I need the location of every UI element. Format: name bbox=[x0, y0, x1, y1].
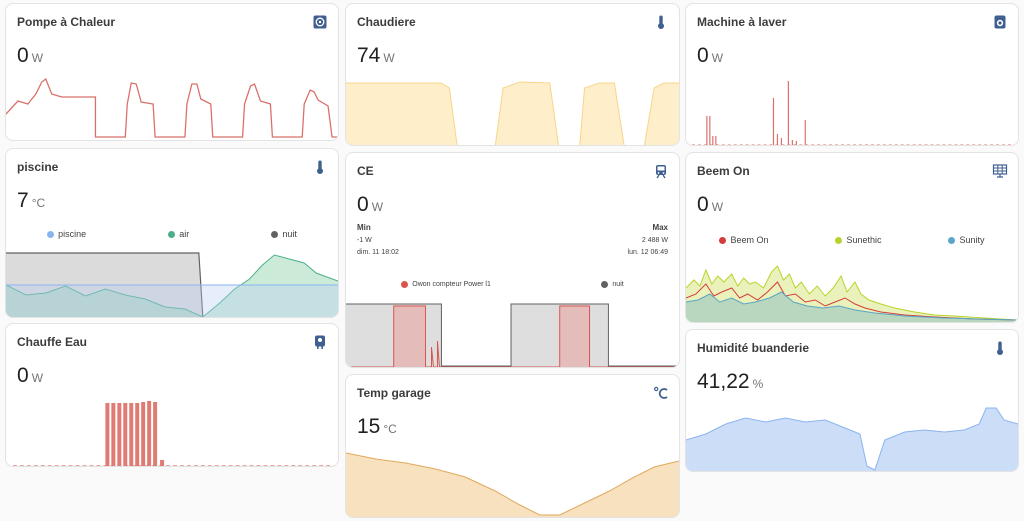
history-graph bbox=[686, 258, 1018, 322]
value-number: 41,22 bbox=[697, 370, 750, 393]
value-unit: W bbox=[31, 51, 44, 65]
min-value: -1 W bbox=[357, 237, 372, 244]
legend-item[interactable]: Owon compteur Power l1 bbox=[401, 281, 491, 288]
value-unit: W bbox=[371, 200, 384, 214]
max-date: lun. 12 06:49 bbox=[627, 249, 668, 256]
history-graph bbox=[6, 74, 338, 140]
water-boiler-icon[interactable] bbox=[312, 334, 328, 350]
value-number: 0 bbox=[17, 44, 29, 67]
value-unit: °C bbox=[31, 196, 46, 210]
legend-item[interactable]: Sunity bbox=[948, 235, 985, 245]
washing-machine-icon[interactable] bbox=[992, 14, 1008, 30]
value-number: 0 bbox=[357, 193, 369, 216]
legend-item[interactable]: nuit bbox=[271, 229, 297, 239]
legend-label: piscine bbox=[58, 229, 87, 239]
history-graph bbox=[346, 299, 679, 367]
state-value: 0 W bbox=[697, 44, 723, 68]
card-chaudiere[interactable]: Chaudiere 74 W bbox=[345, 3, 680, 146]
state-value: 0 W bbox=[17, 364, 43, 388]
state-value: 15 °C bbox=[357, 415, 397, 439]
card-title: Temp garage bbox=[357, 386, 431, 400]
legend-label: Owon compteur Power l1 bbox=[412, 281, 491, 288]
history-graph bbox=[686, 78, 1018, 145]
card-temp-garage[interactable]: Temp garage 15 °C bbox=[345, 374, 680, 518]
state-value: 0 W bbox=[697, 193, 723, 217]
value-unit: °C bbox=[383, 422, 397, 436]
value-unit: W bbox=[31, 371, 44, 385]
chart-legend: Beem On Sunethic Sunity bbox=[686, 235, 1018, 245]
history-graph bbox=[346, 449, 679, 517]
legend-label: nuit bbox=[282, 229, 297, 239]
legend-label: Sunity bbox=[959, 235, 985, 245]
tram-icon[interactable] bbox=[653, 163, 669, 179]
value-number: 74 bbox=[357, 44, 381, 67]
state-value: 0 W bbox=[17, 44, 43, 68]
card-title: Humidité buanderie bbox=[697, 341, 810, 355]
max-label: Max bbox=[652, 223, 668, 232]
value-number: 0 bbox=[697, 193, 709, 216]
legend-label: nuit bbox=[612, 281, 624, 288]
state-value: 7 °C bbox=[17, 189, 45, 213]
min-label: Min bbox=[357, 223, 371, 232]
heat-pump-icon[interactable] bbox=[312, 14, 328, 30]
value-number: 15 bbox=[357, 415, 381, 438]
card-title: Chaudiere bbox=[357, 15, 416, 29]
card-title: Machine à laver bbox=[697, 15, 787, 29]
legend-item[interactable]: nuit bbox=[601, 281, 624, 288]
celsius-icon[interactable] bbox=[653, 385, 669, 401]
chart-legend: piscine air nuit bbox=[6, 229, 338, 239]
history-graph bbox=[346, 80, 679, 145]
legend-item[interactable]: piscine bbox=[47, 229, 86, 239]
legend-label: air bbox=[179, 229, 190, 239]
thermometer-icon[interactable] bbox=[653, 14, 669, 30]
state-value: 41,22 % bbox=[697, 370, 763, 394]
state-value: 0 W bbox=[357, 193, 383, 217]
history-graph bbox=[6, 251, 338, 317]
legend-label: Beem On bbox=[730, 235, 769, 245]
card-humidite-buanderie[interactable]: Humidité buanderie 41,22 % bbox=[685, 329, 1019, 472]
card-title: piscine bbox=[17, 160, 59, 174]
card-piscine[interactable]: piscine 7 °C piscine air nuit bbox=[5, 148, 339, 318]
value-unit: % bbox=[752, 377, 764, 391]
card-ce[interactable]: CE 0 W Min -1 W dim. 11 18:02 Max 2 488 … bbox=[345, 152, 680, 368]
value-unit: W bbox=[711, 200, 724, 214]
card-beem-on[interactable]: Beem On 0 W Beem On Sunethic Sunity bbox=[685, 152, 1019, 323]
history-graph bbox=[6, 398, 338, 466]
thermometer-icon[interactable] bbox=[992, 340, 1008, 356]
value-number: 7 bbox=[17, 189, 29, 212]
card-pompe-a-chaleur[interactable]: Pompe à Chaleur 0 W bbox=[5, 3, 339, 141]
card-machine-a-laver[interactable]: Machine à laver 0 W bbox=[685, 3, 1019, 146]
card-title: Chauffe Eau bbox=[17, 335, 88, 349]
legend-item[interactable]: Sunethic bbox=[835, 235, 882, 245]
card-title: Beem On bbox=[697, 164, 750, 178]
stats-min: Min -1 W dim. 11 18:02 bbox=[357, 223, 399, 256]
card-title: CE bbox=[357, 164, 374, 178]
legend-label: Sunethic bbox=[846, 235, 882, 245]
chart-legend: Owon compteur Power l1 nuit bbox=[346, 281, 679, 288]
value-unit: W bbox=[711, 51, 724, 65]
value-number: 0 bbox=[697, 44, 709, 67]
value-number: 0 bbox=[17, 364, 29, 387]
solar-panel-icon[interactable] bbox=[992, 163, 1008, 179]
legend-item[interactable]: Beem On bbox=[719, 235, 769, 245]
legend-item[interactable]: air bbox=[168, 229, 189, 239]
history-graph bbox=[686, 404, 1018, 471]
card-title: Pompe à Chaleur bbox=[17, 15, 116, 29]
min-date: dim. 11 18:02 bbox=[357, 249, 399, 256]
card-chauffe-eau[interactable]: Chauffe Eau 0 W bbox=[5, 323, 339, 467]
thermometer-icon[interactable] bbox=[312, 159, 328, 175]
state-value: 74 W bbox=[357, 44, 395, 68]
stats-max: Max 2 488 W lun. 12 06:49 bbox=[628, 223, 668, 256]
max-value: 2 488 W bbox=[641, 237, 668, 244]
value-unit: W bbox=[383, 51, 395, 65]
